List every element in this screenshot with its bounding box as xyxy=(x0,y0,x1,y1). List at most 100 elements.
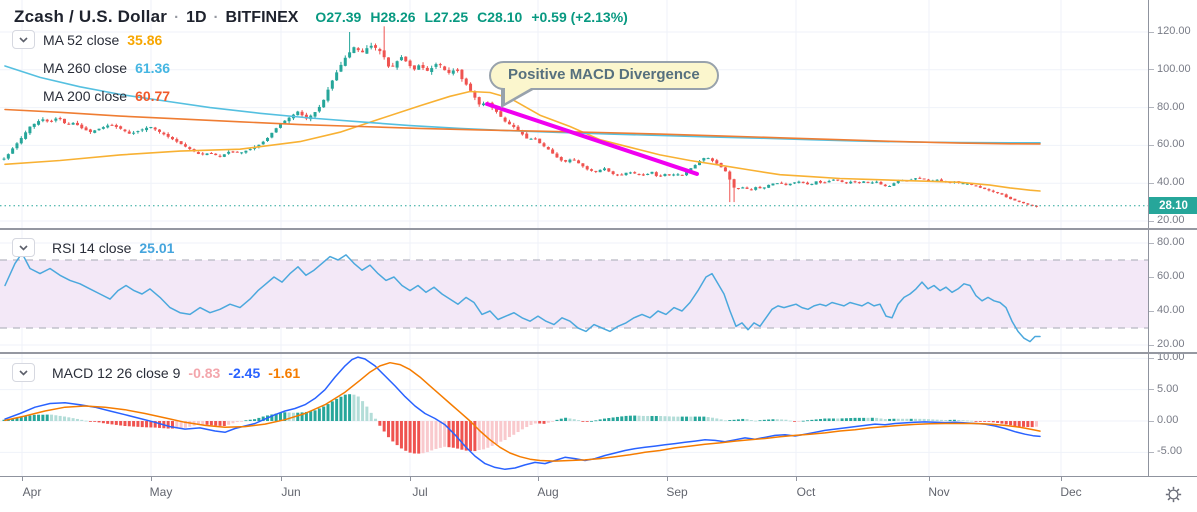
candle-body xyxy=(11,148,15,154)
candle-body xyxy=(555,153,559,158)
macd-tick-label: 0.00 xyxy=(1157,414,1179,426)
macd-histogram-bar xyxy=(430,421,434,451)
macd-histogram-bar xyxy=(28,415,32,421)
candle-body xyxy=(784,183,788,186)
candle-body xyxy=(473,91,477,98)
macd-histogram-bar xyxy=(710,417,714,421)
macd-histogram-bar xyxy=(309,411,313,421)
candle-body xyxy=(386,57,390,67)
macd-histogram-bar xyxy=(507,421,511,438)
month-label: Jun xyxy=(281,485,301,499)
candle-body xyxy=(641,174,645,176)
ma200-label[interactable]: MA 200 close xyxy=(43,87,128,104)
macd-histogram-bar xyxy=(827,418,831,421)
candle-body xyxy=(577,160,581,164)
candle-body xyxy=(628,172,632,174)
macd-histogram-bar xyxy=(421,421,425,454)
candle-body xyxy=(101,127,105,129)
macd-histogram-bar xyxy=(170,421,174,429)
candle-body xyxy=(464,78,468,85)
candle-body xyxy=(745,187,749,189)
candle-body xyxy=(235,151,239,153)
candle-body xyxy=(317,106,321,112)
rsi-label[interactable]: RSI 14 close xyxy=(52,239,132,256)
symbol-title[interactable]: Zcash / U.S. Dollar xyxy=(14,7,168,26)
gear-icon xyxy=(1165,486,1181,503)
macd-histogram-bar xyxy=(866,417,870,421)
candle-body xyxy=(857,182,861,184)
candle-body xyxy=(762,187,766,189)
chevron-down-icon[interactable] xyxy=(12,30,35,49)
candle-body xyxy=(2,158,6,160)
macd-histogram-bar xyxy=(374,418,378,421)
candle-body xyxy=(231,151,235,153)
separator-dot: · xyxy=(213,9,219,26)
macd-histogram-bar xyxy=(425,421,429,453)
macd-histogram-bar xyxy=(732,419,736,421)
macd-histogram-bar xyxy=(386,421,390,438)
axis-tick xyxy=(1149,451,1154,453)
candle-body xyxy=(145,127,149,131)
macd-histogram-bar xyxy=(944,420,948,421)
pane-separator[interactable] xyxy=(0,228,1197,230)
chevron-down-icon[interactable] xyxy=(12,238,35,257)
time-scale-axis[interactable]: Apr May Jun Jul Aug Sep Oct Nov Dec xyxy=(0,476,1197,512)
candle-body xyxy=(499,111,503,117)
candle-body xyxy=(754,187,758,190)
candle-body xyxy=(788,183,792,186)
macd-histogram-bar xyxy=(654,415,658,421)
macd-histogram-bar xyxy=(870,417,874,421)
candle-body xyxy=(179,141,183,145)
price-scale-axis[interactable]: 120.00 100.00 80.00 60.00 40.00 20.00 80.00 60.… xyxy=(1148,0,1197,476)
macd-histogram-bar xyxy=(525,421,529,428)
macd-label[interactable]: MACD 12 26 close 9 xyxy=(52,364,181,381)
ma260-label[interactable]: MA 260 close xyxy=(43,59,128,76)
macd-histogram-bar xyxy=(853,417,857,421)
macd-histogram-bar xyxy=(244,420,248,422)
candle-body xyxy=(710,158,714,161)
candle-body xyxy=(287,117,291,122)
candle-body xyxy=(322,99,326,108)
candle-body xyxy=(45,119,49,122)
macd-histogram-bar xyxy=(788,420,792,422)
candle-body xyxy=(996,192,1000,194)
macd-histogram-bar xyxy=(365,406,369,421)
price-chart-canvas[interactable] xyxy=(0,0,1197,476)
candle-body xyxy=(702,158,706,161)
last-price-tag[interactable]: 28.10 xyxy=(1149,197,1197,215)
candle-body xyxy=(896,180,900,183)
macd-histogram-bar xyxy=(313,410,317,421)
annotation-callout[interactable]: Positive MACD Divergence xyxy=(489,61,719,90)
ma260-value: 61.36 xyxy=(135,59,171,76)
pane-separator[interactable] xyxy=(0,352,1197,354)
macd-histogram-bar xyxy=(602,418,606,421)
macd-histogram-bar xyxy=(54,415,58,421)
macd-signal-line xyxy=(4,361,1041,462)
month-label: Sep xyxy=(666,485,688,499)
open-value: O27.39 xyxy=(315,9,362,25)
interval-label[interactable]: 1D xyxy=(186,9,207,26)
candle-body xyxy=(810,183,814,185)
chevron-down-icon[interactable] xyxy=(12,363,35,382)
macd-histogram-bar xyxy=(106,421,110,424)
chart-settings-button[interactable] xyxy=(1149,477,1197,512)
exchange-label[interactable]: BITFINEX xyxy=(225,9,299,26)
candle-body xyxy=(132,132,136,134)
candle-body xyxy=(97,128,101,131)
candle-body xyxy=(6,154,10,159)
candle-body xyxy=(680,174,684,176)
macd-histogram-bar xyxy=(628,415,632,421)
macd-histogram-bar xyxy=(676,416,680,421)
candle-body xyxy=(304,114,308,119)
macd-histogram-bar xyxy=(818,418,822,421)
axis-tick xyxy=(1149,357,1154,359)
axis-tick xyxy=(1149,344,1154,346)
candle-body xyxy=(136,131,140,133)
ma52-label[interactable]: MA 52 close xyxy=(43,31,120,48)
macd-histogram-bar xyxy=(114,421,118,425)
macd-histogram-bar xyxy=(667,416,671,421)
candle-body xyxy=(715,160,719,164)
macd-histogram-bar xyxy=(287,412,291,421)
macd-histogram-bar xyxy=(931,419,935,421)
